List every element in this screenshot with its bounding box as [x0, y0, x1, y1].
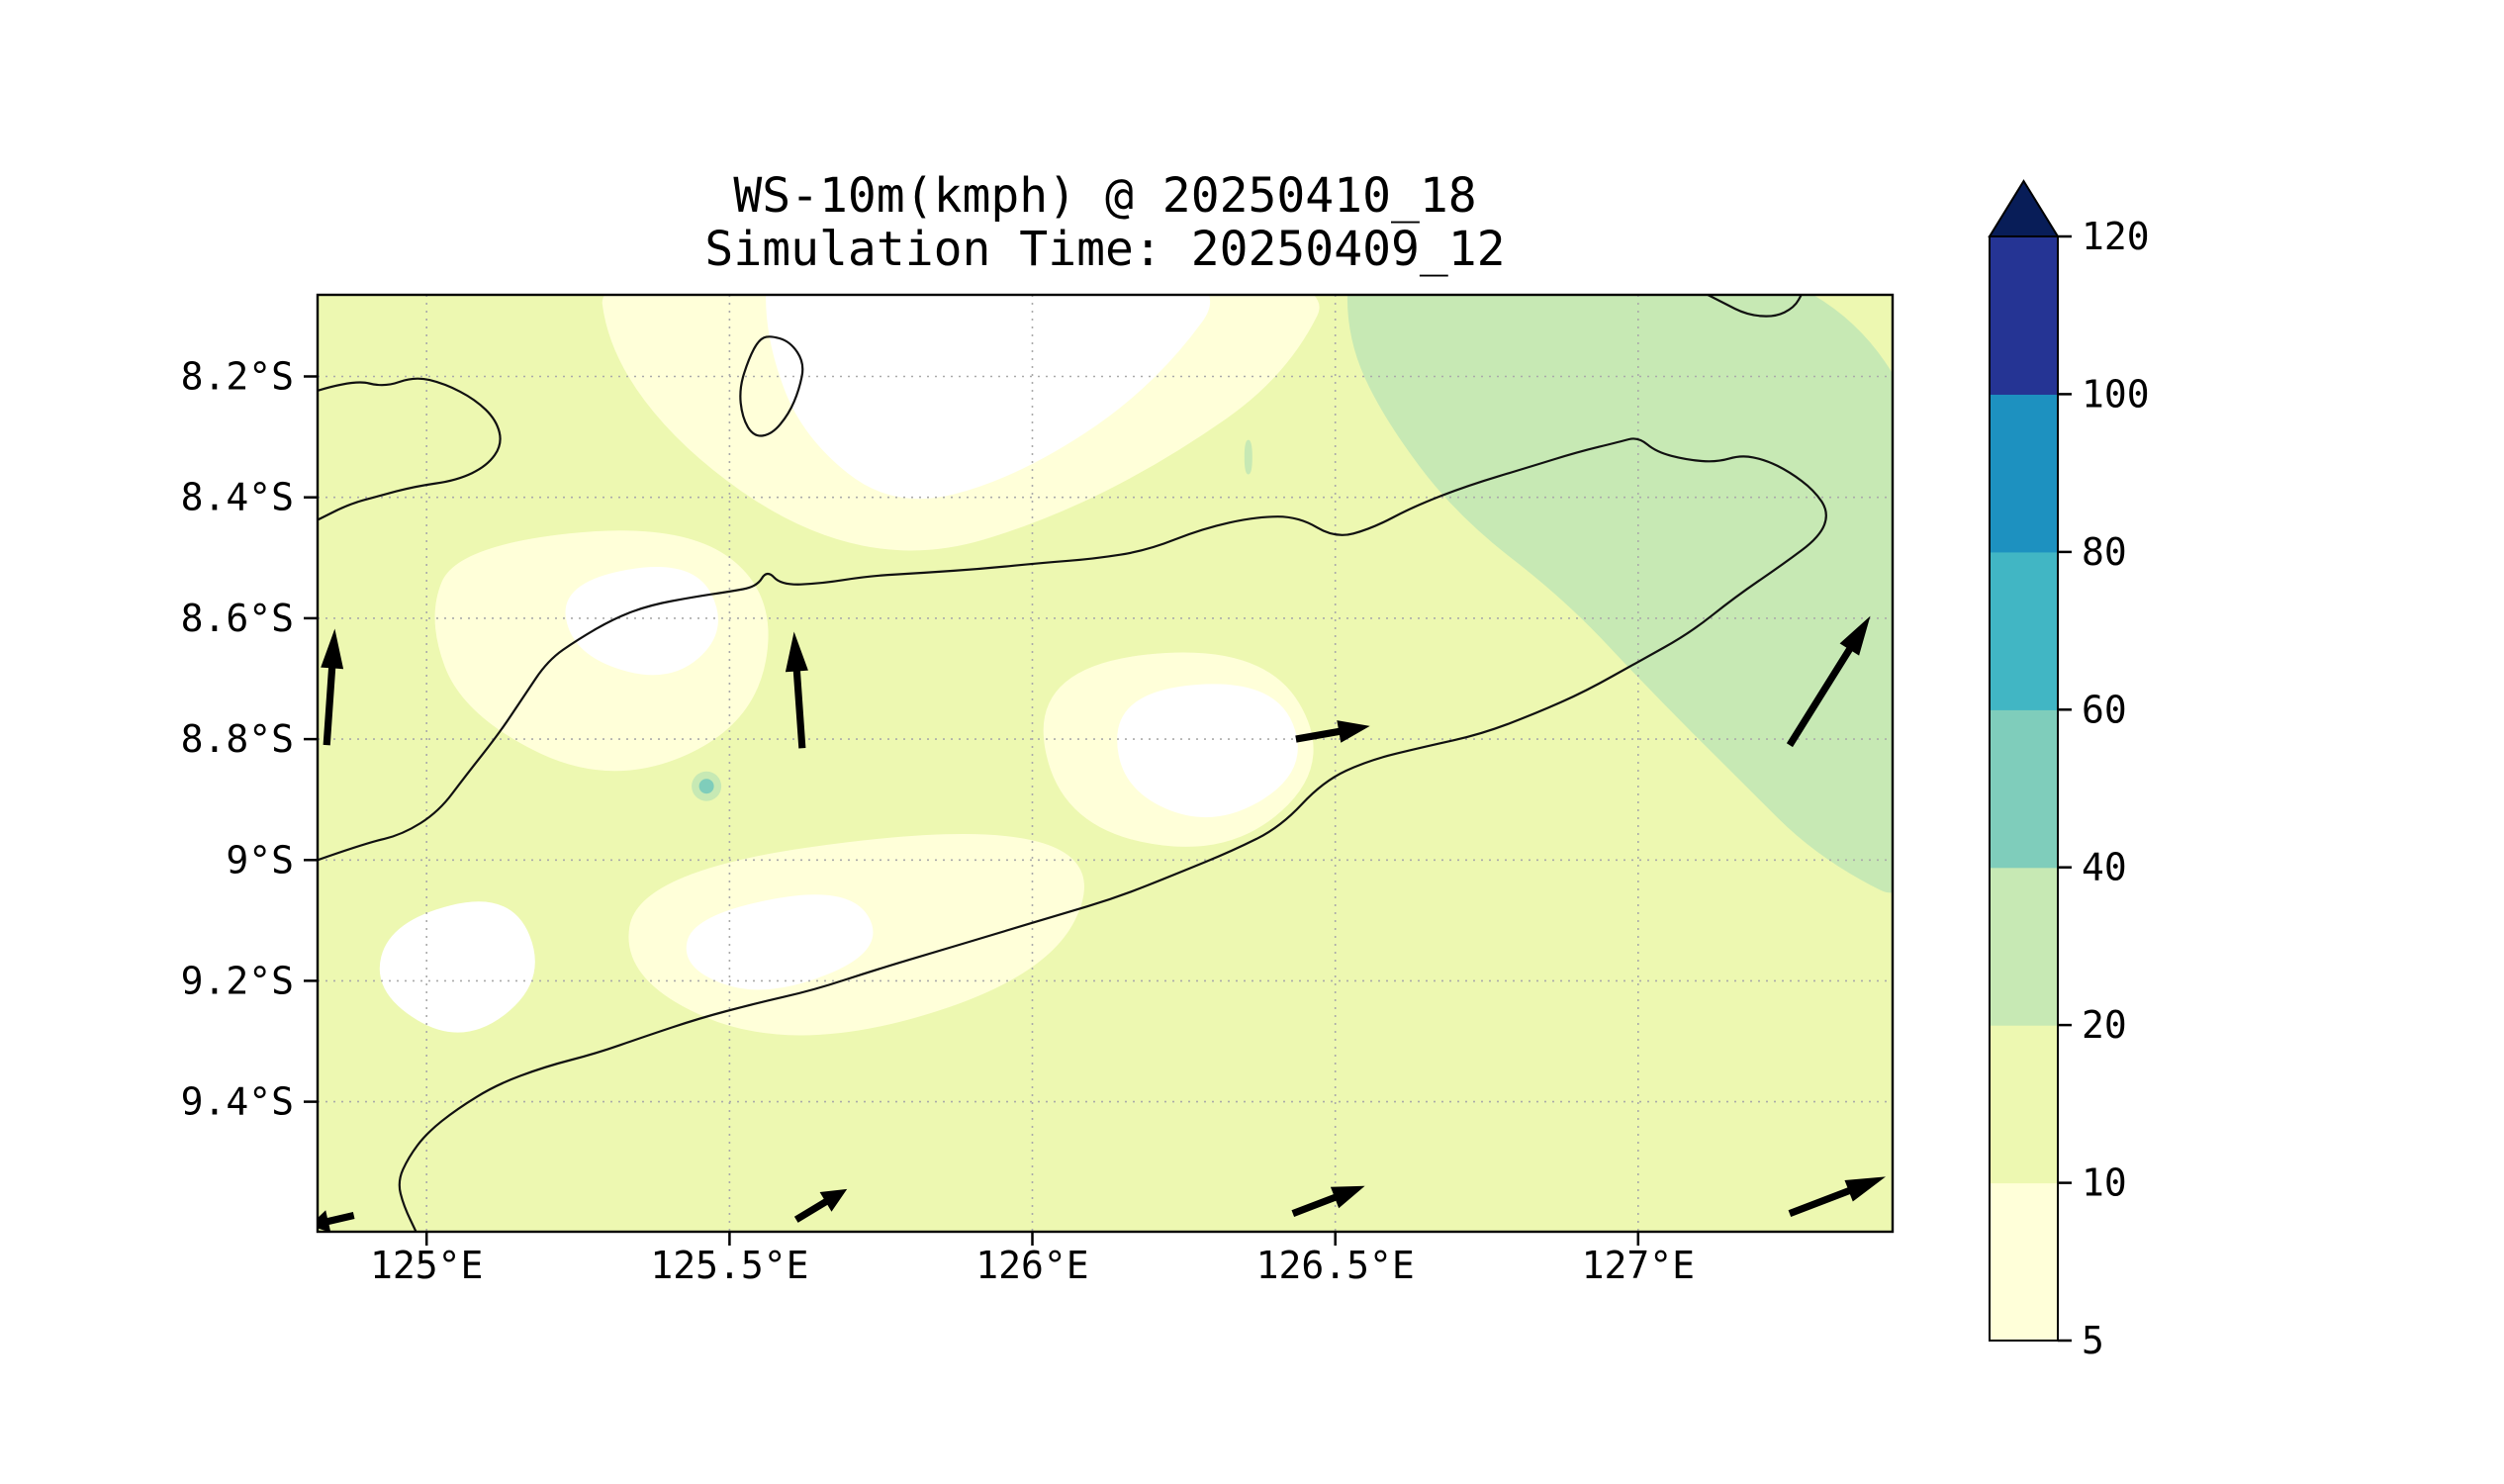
colorbar-tick-label: 120 — [2082, 215, 2150, 258]
colorbar: 5 10 20 40 60 80 100 120 — [1988, 179, 2150, 1362]
y-axis: 8.2°S 8.4°S 8.6°S 8.8°S 9°S 9.2°S 9.4°S — [181, 355, 318, 1124]
plot-border — [316, 293, 1895, 1234]
colorbar-segment — [1990, 236, 2058, 395]
coastline-alor-partial — [318, 377, 502, 521]
y-tick-label: 9.4°S — [181, 1080, 294, 1124]
colorbar-extend-triangle — [1988, 179, 2060, 237]
colorbar-tick-label: 5 — [2082, 1319, 2104, 1362]
coastlines — [318, 295, 1827, 1232]
y-tick-label: 9.2°S — [181, 959, 294, 1002]
wind-arrow — [1788, 1176, 1886, 1217]
region-green-northeast-20-40 — [1346, 295, 1893, 893]
colorbar-segment — [1990, 1182, 2058, 1342]
wind-arrow — [793, 1188, 848, 1223]
wind-arrow — [318, 1210, 355, 1232]
wind-arrow — [1786, 615, 1871, 748]
region-calm-southwest-below-5 — [379, 901, 535, 1033]
colorbar-outline — [1989, 235, 2059, 1342]
wind-arrows — [318, 615, 1886, 1232]
x-tick-label: 126.5°E — [1256, 1244, 1415, 1287]
map-plot-area — [318, 295, 1893, 1232]
colorbar-tick-label: 60 — [2082, 688, 2127, 731]
colorbar-tick-label: 10 — [2082, 1161, 2127, 1205]
colorbar-segment — [1990, 551, 2058, 710]
coastline-timor-island — [318, 437, 1827, 1232]
region-calm-east-below-5 — [1117, 684, 1298, 818]
y-tick-label: 8.2°S — [181, 355, 294, 399]
region-calm-south-below-5 — [686, 894, 874, 990]
wind-arrow — [1295, 720, 1370, 743]
x-axis: 125°E 125.5°E 126°E 126.5°E 127°E — [370, 1232, 1695, 1287]
gridlines — [318, 295, 1893, 1232]
x-tick-label: 125°E — [370, 1244, 483, 1287]
wind-arrow — [1291, 1185, 1365, 1217]
chart-subtitle: Simulation Time: 20250409_12 — [704, 222, 1505, 277]
region-speck-dash-20-40 — [1244, 439, 1252, 475]
x-tick-label: 126°E — [975, 1244, 1088, 1287]
wind-arrow — [321, 628, 344, 746]
x-tick-label: 127°E — [1582, 1244, 1695, 1287]
colorbar-segment — [1990, 1025, 2058, 1184]
colorbar-tick-label: 40 — [2082, 846, 2127, 889]
chart-title: WS-10m(kmph) @ 20250410_18 — [733, 168, 1476, 224]
y-tick-label: 8.8°S — [181, 717, 294, 761]
region-speck-core-40-60 — [698, 779, 714, 794]
colorbar-segment — [1990, 394, 2058, 553]
colorbar-tick-label: 20 — [2082, 1003, 2127, 1047]
y-tick-label: 8.4°S — [181, 476, 294, 519]
wind-arrow — [785, 631, 808, 749]
colorbar-segment — [1990, 867, 2058, 1026]
colorbar-segment — [1990, 709, 2058, 869]
y-tick-label: 9°S — [226, 838, 294, 881]
region-calm-west-below-5 — [565, 566, 718, 676]
coastline-kisar-partial — [1705, 295, 1803, 318]
coastline-atauro-island — [739, 335, 804, 437]
colorbar-tick-label: 80 — [2082, 530, 2127, 574]
x-tick-label: 125.5°E — [650, 1244, 808, 1287]
colorbar-tick-label: 100 — [2082, 372, 2150, 416]
region-calm-north-below-5 — [766, 295, 1211, 500]
y-tick-label: 8.6°S — [181, 597, 294, 640]
contour-fill-regions — [318, 295, 1893, 1232]
